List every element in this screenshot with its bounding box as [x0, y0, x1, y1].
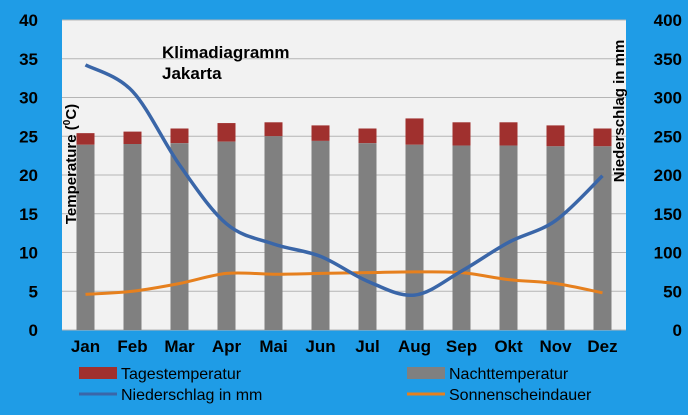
right-axis-title: Niederschlag in mm	[611, 40, 628, 183]
left-tick-label: 0	[29, 321, 38, 340]
right-tick-label: 0	[673, 321, 682, 340]
x-tick-label: Nov	[539, 337, 572, 356]
x-tick-label: Mar	[164, 337, 195, 356]
right-axis-ticks: 0 50 100 150 200 250 300 350 400	[654, 11, 682, 340]
left-axis-title-text: Temperature (	[63, 125, 80, 224]
bar-tagestemperatur	[593, 128, 612, 147]
bar-nachttemperatur	[593, 146, 612, 330]
bar-nachttemperatur	[311, 140, 330, 330]
right-tick-label: 400	[654, 11, 682, 30]
x-tick-label: Sep	[446, 337, 477, 356]
line-niederschlag	[84, 63, 604, 298]
gridlines	[62, 19, 626, 331]
legend-label-niederschlag: Niederschlag in mm	[121, 387, 262, 404]
legend-label-tagestemperatur: Tagestemperatur	[121, 366, 242, 383]
right-tick-label: 300	[654, 89, 682, 108]
left-tick-label: 20	[19, 166, 38, 185]
bar-nachttemperatur	[123, 144, 142, 330]
bar-nachttemperatur	[217, 141, 236, 330]
x-axis-ticks: Jan Feb Mar Apr Mai Jun Jul Aug Sep Okt Nov Dez	[71, 337, 618, 356]
x-tick-label: Mai	[259, 337, 287, 356]
bar-nachttemperatur	[499, 145, 518, 330]
right-tick-label: 100	[654, 244, 682, 263]
bar-tagestemperatur	[499, 122, 518, 146]
bar-tagestemperatur	[405, 118, 424, 145]
bar-tagestemperatur	[123, 131, 142, 144]
bar-nachttemperatur	[76, 144, 95, 330]
legend-label-nachttemperatur: Nachttemperatur	[449, 366, 569, 383]
x-tick-label: Jul	[355, 337, 380, 356]
bar-tagestemperatur	[452, 122, 471, 146]
left-tick-label: 40	[19, 11, 38, 30]
bar-tagestemperatur	[76, 133, 95, 145]
chart-title-line-1: Klimadiagramm	[162, 43, 290, 62]
bar-tagestemperatur	[170, 128, 189, 144]
legend-label-sonnenscheindauer: Sonnenscheindauer	[449, 387, 592, 404]
bar-tagestemperatur	[311, 125, 330, 141]
x-tick-label: Jun	[305, 337, 335, 356]
legend-swatch-tagestemperatur	[79, 367, 117, 379]
left-tick-label: 5	[29, 282, 38, 301]
x-tick-label: Aug	[398, 337, 431, 356]
bar-tagestemperatur	[358, 128, 377, 144]
left-tick-label: 35	[19, 50, 38, 69]
right-tick-label: 50	[663, 282, 682, 301]
right-tick-label: 250	[654, 127, 682, 146]
left-axis-title-unit: C)	[63, 104, 80, 120]
line-sonnenscheindauer	[85, 270, 603, 296]
x-tick-label: Apr	[212, 337, 242, 356]
bar-tagestemperatur	[264, 122, 283, 137]
legend: Tagestemperatur Nachttemperatur Niedersc…	[79, 366, 592, 404]
x-tick-label: Okt	[494, 337, 523, 356]
series-lines	[84, 63, 604, 298]
x-tick-label: Dez	[587, 337, 617, 356]
bar-tagestemperatur	[217, 123, 236, 142]
left-tick-label: 10	[19, 244, 38, 263]
bar-nachttemperatur	[358, 143, 377, 330]
left-axis-ticks: 0 5 10 15 20 25 30 35 40	[19, 11, 38, 340]
x-tick-label: Feb	[117, 337, 147, 356]
bar-nachttemperatur	[405, 144, 424, 330]
bar-nachttemperatur	[546, 146, 565, 330]
bar-nachttemperatur	[264, 136, 283, 330]
left-tick-label: 25	[19, 127, 38, 146]
right-tick-label: 350	[654, 50, 682, 69]
right-tick-label: 200	[654, 166, 682, 185]
x-tick-label: Jan	[71, 337, 100, 356]
right-tick-label: 150	[654, 205, 682, 224]
left-axis-title-degree: 0	[62, 119, 73, 125]
bar-nachttemperatur	[452, 145, 471, 330]
left-tick-label: 30	[19, 89, 38, 108]
chart-title-line-2: Jakarta	[162, 64, 222, 83]
legend-swatch-nachttemperatur	[407, 367, 445, 379]
bar-tagestemperatur	[546, 125, 565, 147]
left-tick-label: 15	[19, 205, 38, 224]
left-axis-title: Temperature (0C)	[62, 104, 80, 224]
